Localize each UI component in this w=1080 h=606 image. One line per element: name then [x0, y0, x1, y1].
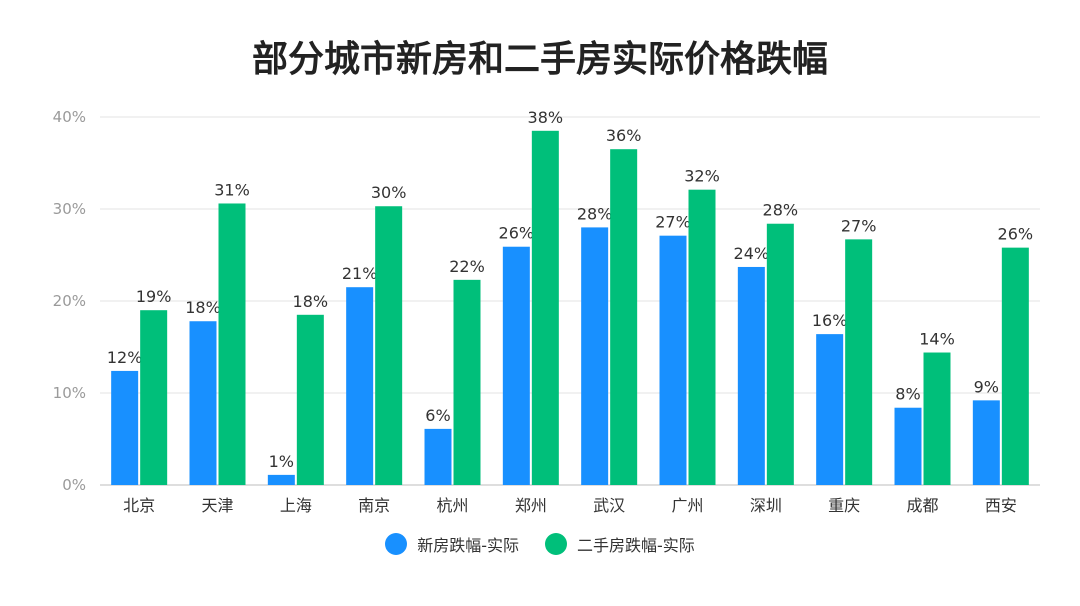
- x-tick-label: 成都: [906, 496, 938, 515]
- data-label: 21%: [342, 264, 378, 283]
- bar: [218, 203, 246, 486]
- x-tick-label: 武汉: [593, 496, 625, 515]
- data-label: 1%: [269, 452, 294, 471]
- bar: [581, 227, 609, 485]
- legend-item-second-hand[interactable]: 二手房跌幅-实际: [545, 532, 695, 556]
- bar: [375, 206, 403, 486]
- data-label: 26%: [998, 225, 1034, 244]
- bar: [346, 287, 374, 485]
- y-tick-label: 30%: [53, 200, 86, 218]
- data-label: 27%: [841, 216, 877, 235]
- data-label: 27%: [655, 213, 691, 232]
- bar: [502, 246, 530, 485]
- data-label: 31%: [214, 180, 250, 199]
- y-tick-label: 10%: [53, 384, 86, 402]
- x-tick-label: 深圳: [750, 496, 782, 515]
- data-label: 16%: [812, 311, 848, 330]
- bar: [189, 321, 217, 485]
- legend: 新房跌幅-实际 二手房跌幅-实际: [0, 532, 1080, 556]
- data-label: 14%: [919, 330, 955, 349]
- bar: [923, 352, 951, 485]
- bar: [1001, 247, 1029, 485]
- data-label: 19%: [136, 287, 172, 306]
- bar: [659, 235, 687, 485]
- bar: [453, 279, 481, 485]
- data-label: 36%: [606, 126, 642, 145]
- bar: [737, 266, 765, 485]
- legend-item-new-house[interactable]: 新房跌幅-实际: [385, 532, 519, 556]
- bar: [688, 189, 716, 485]
- bar: [267, 474, 295, 485]
- data-label: 32%: [684, 167, 720, 186]
- x-tick-label: 郑州: [515, 496, 547, 515]
- bar: [111, 370, 139, 485]
- bar: [296, 314, 324, 485]
- x-tick-label: 重庆: [828, 496, 860, 515]
- data-label: 18%: [293, 292, 329, 311]
- x-tick-label: 天津: [201, 496, 233, 515]
- chart-title: 部分城市新房和二手房实际价格跌幅: [251, 39, 828, 80]
- data-label: 38%: [528, 108, 564, 127]
- legend-label-second-hand: 二手房跌幅-实际: [577, 536, 695, 555]
- bar: [816, 334, 844, 485]
- x-tick-label: 西安: [985, 496, 1017, 515]
- data-label: 12%: [107, 348, 143, 367]
- x-tick-label: 杭州: [436, 496, 468, 515]
- y-tick-label: 40%: [53, 108, 86, 126]
- legend-marker-second-hand: [545, 533, 567, 555]
- y-tick-label: 0%: [62, 476, 86, 494]
- data-label: 28%: [577, 204, 613, 223]
- bar: [894, 407, 922, 485]
- data-label: 6%: [425, 406, 450, 425]
- bar: [766, 223, 794, 485]
- legend-marker-new-house: [385, 533, 408, 555]
- data-label: 18%: [185, 298, 221, 317]
- data-label: 22%: [449, 257, 485, 276]
- data-label: 28%: [763, 201, 799, 220]
- data-label: 9%: [974, 377, 999, 396]
- data-label: 26%: [499, 224, 535, 243]
- legend-label-new-house: 新房跌幅-实际: [417, 536, 519, 555]
- x-tick-label: 上海: [280, 496, 312, 515]
- x-tick-label: 南京: [358, 496, 390, 515]
- bar: [845, 239, 873, 485]
- bar: [610, 149, 638, 485]
- bar: [140, 310, 168, 485]
- bar: [972, 400, 1000, 485]
- x-tick-label: 广州: [671, 496, 703, 515]
- bar: [531, 130, 559, 486]
- data-label: 8%: [895, 385, 920, 404]
- data-label: 24%: [734, 244, 770, 263]
- data-label: 30%: [371, 183, 407, 202]
- x-tick-label: 北京: [123, 496, 155, 515]
- bar: [424, 428, 452, 485]
- y-tick-label: 20%: [53, 292, 86, 310]
